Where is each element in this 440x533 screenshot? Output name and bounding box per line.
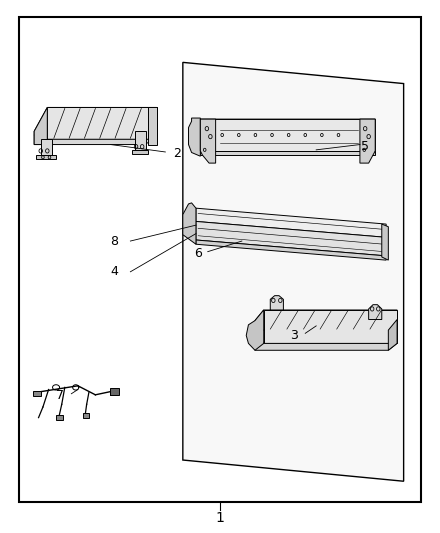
Polygon shape (148, 108, 157, 144)
Polygon shape (255, 310, 397, 330)
Bar (110, 389, 118, 395)
Polygon shape (200, 151, 375, 155)
Polygon shape (183, 203, 196, 244)
Bar (33, 391, 41, 397)
Polygon shape (246, 310, 264, 350)
Polygon shape (41, 139, 51, 155)
Text: 2: 2 (173, 147, 181, 159)
Polygon shape (34, 108, 47, 144)
Polygon shape (255, 330, 397, 350)
Polygon shape (34, 108, 157, 135)
Bar (83, 413, 89, 418)
Text: 4: 4 (111, 265, 118, 278)
Text: 1: 1 (216, 511, 224, 526)
Polygon shape (196, 208, 386, 237)
Polygon shape (196, 240, 386, 260)
Polygon shape (270, 296, 283, 310)
Polygon shape (200, 119, 375, 151)
Text: 6: 6 (194, 247, 202, 260)
Polygon shape (360, 119, 375, 163)
Text: 5: 5 (361, 140, 369, 153)
Polygon shape (264, 310, 397, 343)
Polygon shape (37, 155, 56, 159)
Bar (56, 415, 62, 420)
Bar (110, 390, 117, 395)
Polygon shape (135, 131, 146, 150)
Polygon shape (198, 119, 375, 124)
Polygon shape (188, 118, 200, 156)
Polygon shape (132, 150, 148, 154)
Polygon shape (183, 62, 403, 481)
Polygon shape (389, 319, 397, 350)
Polygon shape (196, 221, 386, 256)
Text: 3: 3 (290, 329, 298, 342)
Polygon shape (382, 224, 389, 260)
Polygon shape (34, 135, 157, 144)
Polygon shape (47, 108, 157, 139)
Text: 8: 8 (110, 235, 118, 247)
Polygon shape (369, 305, 382, 319)
Text: 7: 7 (56, 389, 64, 402)
Polygon shape (200, 119, 216, 163)
